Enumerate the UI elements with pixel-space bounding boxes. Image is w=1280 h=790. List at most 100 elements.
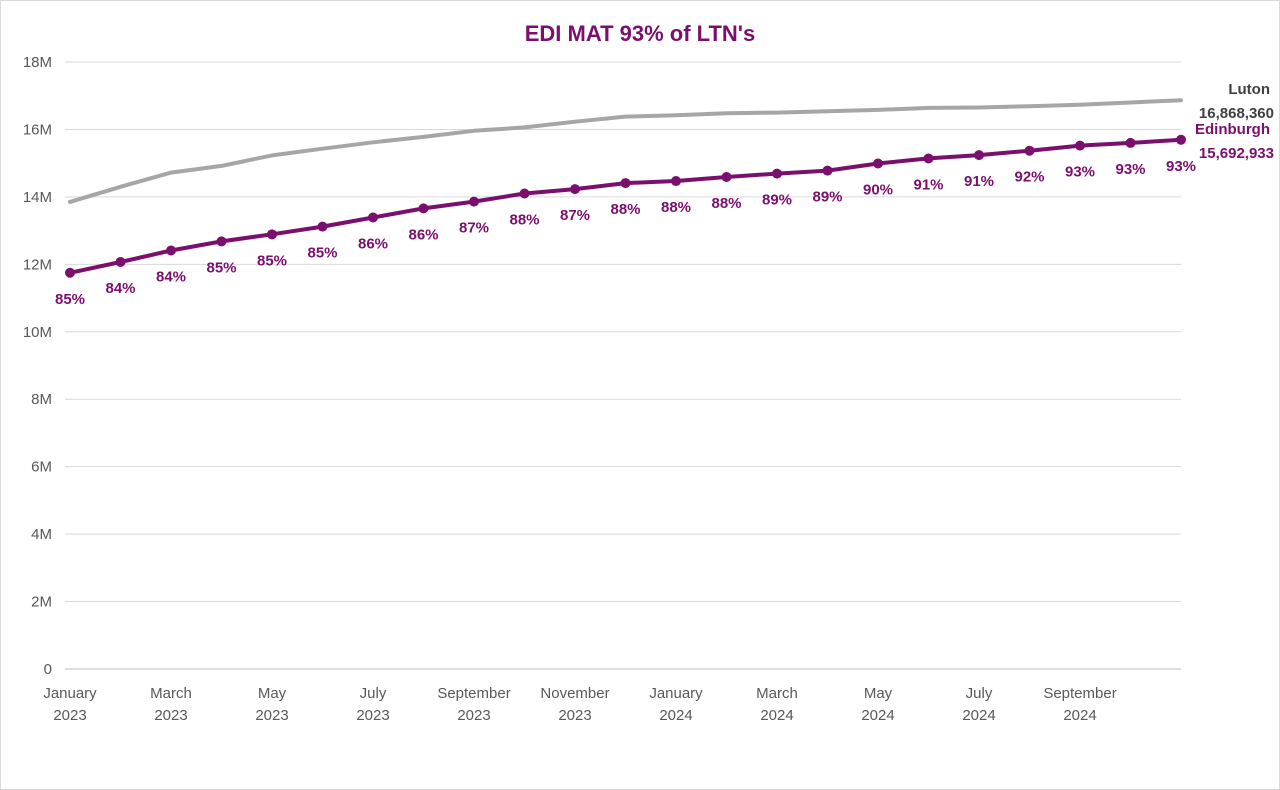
- x-tick-line1: May: [258, 685, 287, 702]
- x-tick-line2: 2024: [659, 707, 692, 724]
- data-label: 84%: [105, 280, 135, 297]
- x-tick-label: March 2024: [756, 685, 798, 724]
- data-point-edinburgh: [317, 221, 328, 232]
- data-label: 85%: [257, 252, 287, 269]
- data-point-edinburgh: [620, 178, 631, 189]
- data-label: 89%: [812, 189, 842, 206]
- x-tick-line1: May: [864, 685, 893, 702]
- data-label: 92%: [1014, 169, 1044, 186]
- x-tick-line1: March: [150, 685, 192, 702]
- end-label-value: 15,692,933: [1199, 145, 1274, 162]
- data-label: 89%: [762, 192, 792, 209]
- data-label: 85%: [206, 259, 236, 276]
- x-tick-label: September 2024: [1043, 685, 1116, 724]
- data-labels: 85% 84% 84% 85% 85% 85% 86% 86% 87% 88% 87% 88% 88% 8…: [55, 158, 1196, 308]
- y-tick-label: 14M: [23, 189, 52, 206]
- y-tick-label: 4M: [31, 526, 52, 543]
- data-point-edinburgh: [368, 212, 378, 223]
- x-tick-line2: 2023: [558, 707, 591, 724]
- series-group: [65, 98, 1186, 278]
- y-tick-label: 6M: [31, 459, 52, 476]
- x-tick-line2: 2023: [154, 707, 187, 724]
- data-label: 88%: [661, 199, 691, 216]
- x-tick-line1: September: [1043, 685, 1116, 702]
- x-tick-line2: 2024: [760, 707, 793, 724]
- y-tick-label: 10M: [23, 324, 52, 341]
- y-tick-label: 18M: [23, 54, 52, 71]
- x-tick-label: May 2024: [861, 685, 894, 724]
- end-label-value: 16,868,360: [1199, 105, 1274, 122]
- data-point-edinburgh: [570, 184, 580, 195]
- x-tick-label: November 2023: [540, 685, 609, 724]
- x-tick-label: September 2023: [437, 685, 510, 724]
- data-point-edinburgh: [1125, 137, 1136, 148]
- x-tick-label: January 2023: [43, 685, 97, 724]
- x-tick-label: July 2024: [962, 685, 995, 724]
- data-point-edinburgh: [822, 165, 833, 176]
- x-tick-line1: March: [756, 685, 798, 702]
- data-label: 85%: [307, 245, 337, 262]
- data-label: 86%: [408, 226, 438, 243]
- y-axis: 0 2M 4M 6M 8M 10M 12M 14M 16M 18M: [23, 54, 52, 678]
- data-point-edinburgh: [1176, 134, 1186, 145]
- x-tick-line2: 2023: [356, 707, 389, 724]
- y-tick-label: 2M: [31, 594, 52, 611]
- x-tick-line1: January: [43, 685, 97, 702]
- data-label: 87%: [560, 207, 590, 224]
- x-tick-line2: 2024: [962, 707, 995, 724]
- data-point-edinburgh: [166, 245, 176, 256]
- x-tick-label: January 2024: [649, 685, 703, 724]
- data-point-edinburgh: [216, 236, 227, 247]
- data-label: 88%: [610, 201, 640, 218]
- y-tick-label: 8M: [31, 391, 52, 408]
- chart-title: EDI MAT 93% of LTN's: [525, 21, 756, 46]
- x-tick-label: July 2023: [356, 685, 389, 724]
- y-tick-label: 16M: [23, 121, 52, 138]
- x-tick-label: March 2023: [150, 685, 192, 724]
- data-point-edinburgh: [1024, 145, 1035, 156]
- data-point-edinburgh: [519, 188, 530, 199]
- series-line-luton: [68, 98, 1183, 204]
- x-tick-line1: November: [540, 685, 609, 702]
- x-tick-line2: 2023: [53, 707, 86, 724]
- data-label: 88%: [711, 195, 741, 212]
- x-tick-line2: 2024: [861, 707, 894, 724]
- data-point-edinburgh: [671, 176, 681, 187]
- data-point-edinburgh: [873, 158, 883, 169]
- data-label: 90%: [863, 182, 893, 199]
- end-label-name: Edinburgh: [1195, 121, 1270, 138]
- data-point-edinburgh: [65, 267, 75, 278]
- data-label: 85%: [55, 291, 85, 308]
- data-point-edinburgh: [418, 203, 429, 214]
- data-label: 91%: [964, 173, 994, 190]
- data-point-edinburgh: [267, 229, 277, 240]
- y-tick-label: 12M: [23, 256, 52, 273]
- data-point-edinburgh: [772, 168, 782, 179]
- x-tick-line2: 2023: [255, 707, 288, 724]
- x-tick-line1: July: [966, 685, 993, 702]
- data-point-edinburgh: [115, 256, 126, 267]
- data-point-edinburgh: [974, 150, 984, 161]
- x-tick-line2: 2024: [1063, 707, 1096, 724]
- data-label: 88%: [509, 212, 539, 229]
- x-tick-line1: September: [437, 685, 510, 702]
- y-tick-label: 0: [44, 661, 52, 678]
- data-point-edinburgh: [1075, 140, 1085, 151]
- data-label: 87%: [459, 220, 489, 237]
- data-point-edinburgh: [923, 153, 934, 164]
- x-tick-line2: 2023: [457, 707, 490, 724]
- data-label: 93%: [1166, 158, 1196, 175]
- x-tick-line1: July: [360, 685, 387, 702]
- data-point-edinburgh: [721, 171, 732, 182]
- data-label: 93%: [1115, 161, 1145, 178]
- data-label: 86%: [358, 235, 388, 252]
- gridlines: [65, 61, 1181, 670]
- end-label-name: Luton: [1228, 81, 1270, 98]
- data-label: 93%: [1065, 164, 1095, 181]
- x-tick-line1: January: [649, 685, 703, 702]
- data-point-edinburgh: [469, 196, 479, 207]
